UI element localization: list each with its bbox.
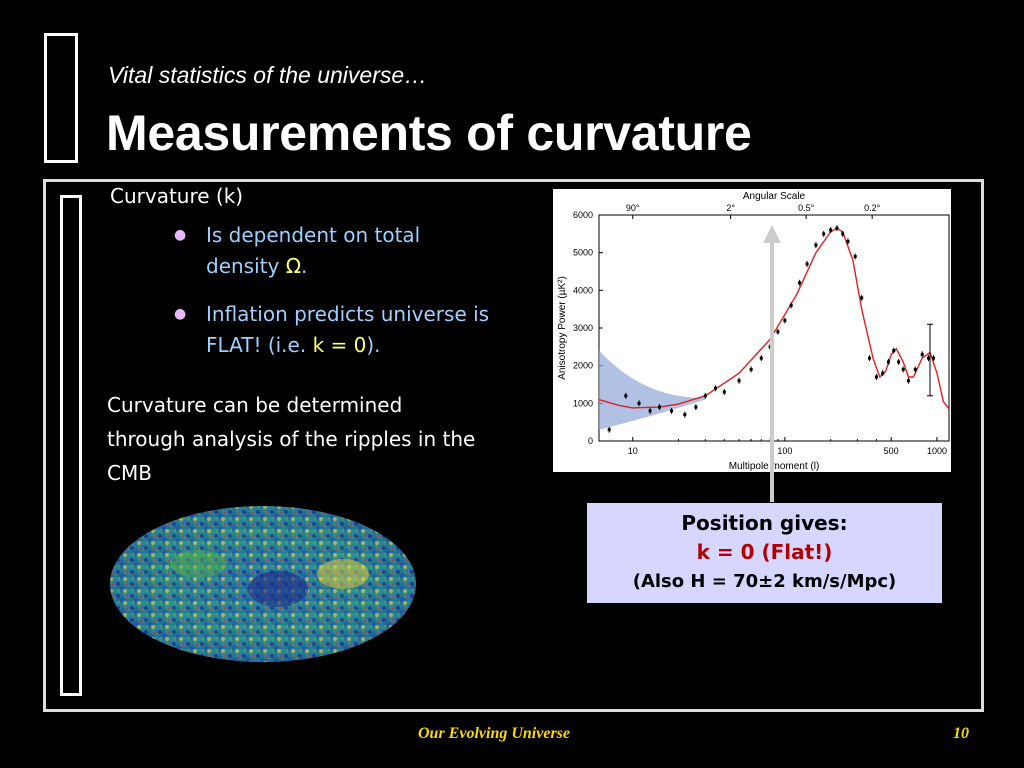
data-point	[798, 281, 802, 285]
arrow-up-icon	[763, 225, 781, 243]
x-tick-label: 500	[884, 446, 899, 456]
data-point	[814, 243, 818, 247]
data-point	[829, 228, 833, 232]
x-tick-label: 1000	[927, 446, 947, 456]
data-point	[886, 360, 890, 364]
bullet-density-text: Is dependent on total density	[206, 223, 421, 278]
data-point	[835, 226, 839, 230]
bullet-inflation-text: Inflation predicts universe is FLAT! (i.…	[206, 302, 490, 357]
position-callout: Position gives: k = 0 (Flat!) (Also H = …	[587, 503, 942, 603]
data-point	[648, 409, 652, 413]
slide-subtitle: Vital statistics of the universe…	[108, 62, 428, 88]
data-point	[841, 232, 845, 236]
y-tick-label: 0	[588, 436, 593, 446]
data-point	[805, 262, 809, 266]
data-point	[658, 405, 662, 409]
data-point	[637, 401, 641, 405]
callout-line3: (Also H = 70±2 km/s/Mpc)	[632, 571, 897, 592]
data-point	[901, 367, 905, 371]
model-curve	[598, 227, 950, 410]
top-tick-label: 2°	[726, 203, 735, 213]
cmb-power-spectrum-chart: Angular Scale 90° 2° 0.5° 0.2° 0 1000 2000 3000 4…	[553, 189, 951, 472]
data-point	[920, 352, 924, 356]
bullet-inflation: ● Inflation predicts universe is FLAT! (…	[174, 299, 546, 361]
callout-line2: k = 0 (Flat!)	[696, 540, 833, 564]
callout-line1: Position gives:	[681, 511, 848, 535]
slide-number: 10	[953, 725, 969, 742]
omega-symbol: Ω	[285, 254, 301, 278]
data-point	[749, 367, 753, 371]
top-tick-label: 0.5°	[798, 203, 815, 213]
data-point	[683, 413, 687, 417]
bullet-density-end: .	[300, 254, 308, 278]
data-point	[624, 394, 628, 398]
data-point	[737, 379, 741, 383]
data-point	[822, 232, 826, 236]
data-point	[932, 356, 936, 360]
data-point	[759, 356, 763, 360]
footer-title: Our Evolving Universe	[418, 725, 570, 742]
x-tick-label: 10	[628, 446, 638, 456]
y-tick-label: 1000	[573, 398, 593, 408]
decorative-box-side	[60, 195, 82, 696]
data-point	[927, 356, 931, 360]
data-point	[703, 394, 707, 398]
slide-title: Measurements of curvature	[106, 105, 752, 161]
y-axis-label: Anisotropy Power (µK²)	[557, 276, 568, 380]
y-tick-label: 6000	[573, 210, 593, 220]
k-equals-zero: k = 0	[312, 333, 367, 357]
data-point	[853, 254, 857, 258]
content-frame	[43, 179, 984, 712]
data-point	[881, 371, 885, 375]
data-point	[892, 349, 896, 353]
data-point	[867, 356, 871, 360]
data-point	[846, 239, 850, 243]
y-tick-label: 3000	[573, 323, 593, 333]
top-tick-label: 90°	[626, 203, 640, 213]
data-point	[913, 367, 917, 371]
data-point	[714, 386, 718, 390]
data-point	[694, 405, 698, 409]
data-point	[789, 303, 793, 307]
data-point	[670, 409, 674, 413]
cmb-sky-map	[110, 506, 416, 662]
curvature-label: Curvature (k)	[110, 184, 244, 208]
x-tick-label: 100	[777, 446, 792, 456]
data-point	[722, 390, 726, 394]
cmb-paragraph: Curvature can be determined through anal…	[107, 393, 476, 485]
y-tick-label: 2000	[573, 361, 593, 371]
top-tick-label: 0.2°	[864, 203, 881, 213]
data-point	[897, 360, 901, 364]
chart-svg: Angular Scale 90° 2° 0.5° 0.2° 0 1000 2000 3000 4…	[557, 191, 950, 472]
bullet-density: ● Is dependent on total density Ω.	[174, 220, 496, 282]
bullet-dot-icon: ●	[174, 306, 187, 322]
y-tick-label: 5000	[573, 248, 593, 258]
data-point	[607, 428, 611, 432]
data-point	[776, 330, 780, 334]
data-point	[906, 379, 910, 383]
y-tick-label: 4000	[573, 285, 593, 295]
x-axis-label: Multipole moment (l)	[729, 461, 820, 472]
cosmic-variance-band	[599, 350, 706, 430]
bullet-inflation-end: ).	[366, 333, 381, 357]
data-point	[783, 318, 787, 322]
bullet-dot-icon: ●	[174, 227, 187, 243]
arrow-shaft	[770, 240, 774, 502]
top-axis-label: Angular Scale	[743, 191, 806, 202]
data-point	[860, 296, 864, 300]
decorative-box-top	[44, 33, 78, 163]
data-point	[874, 375, 878, 379]
